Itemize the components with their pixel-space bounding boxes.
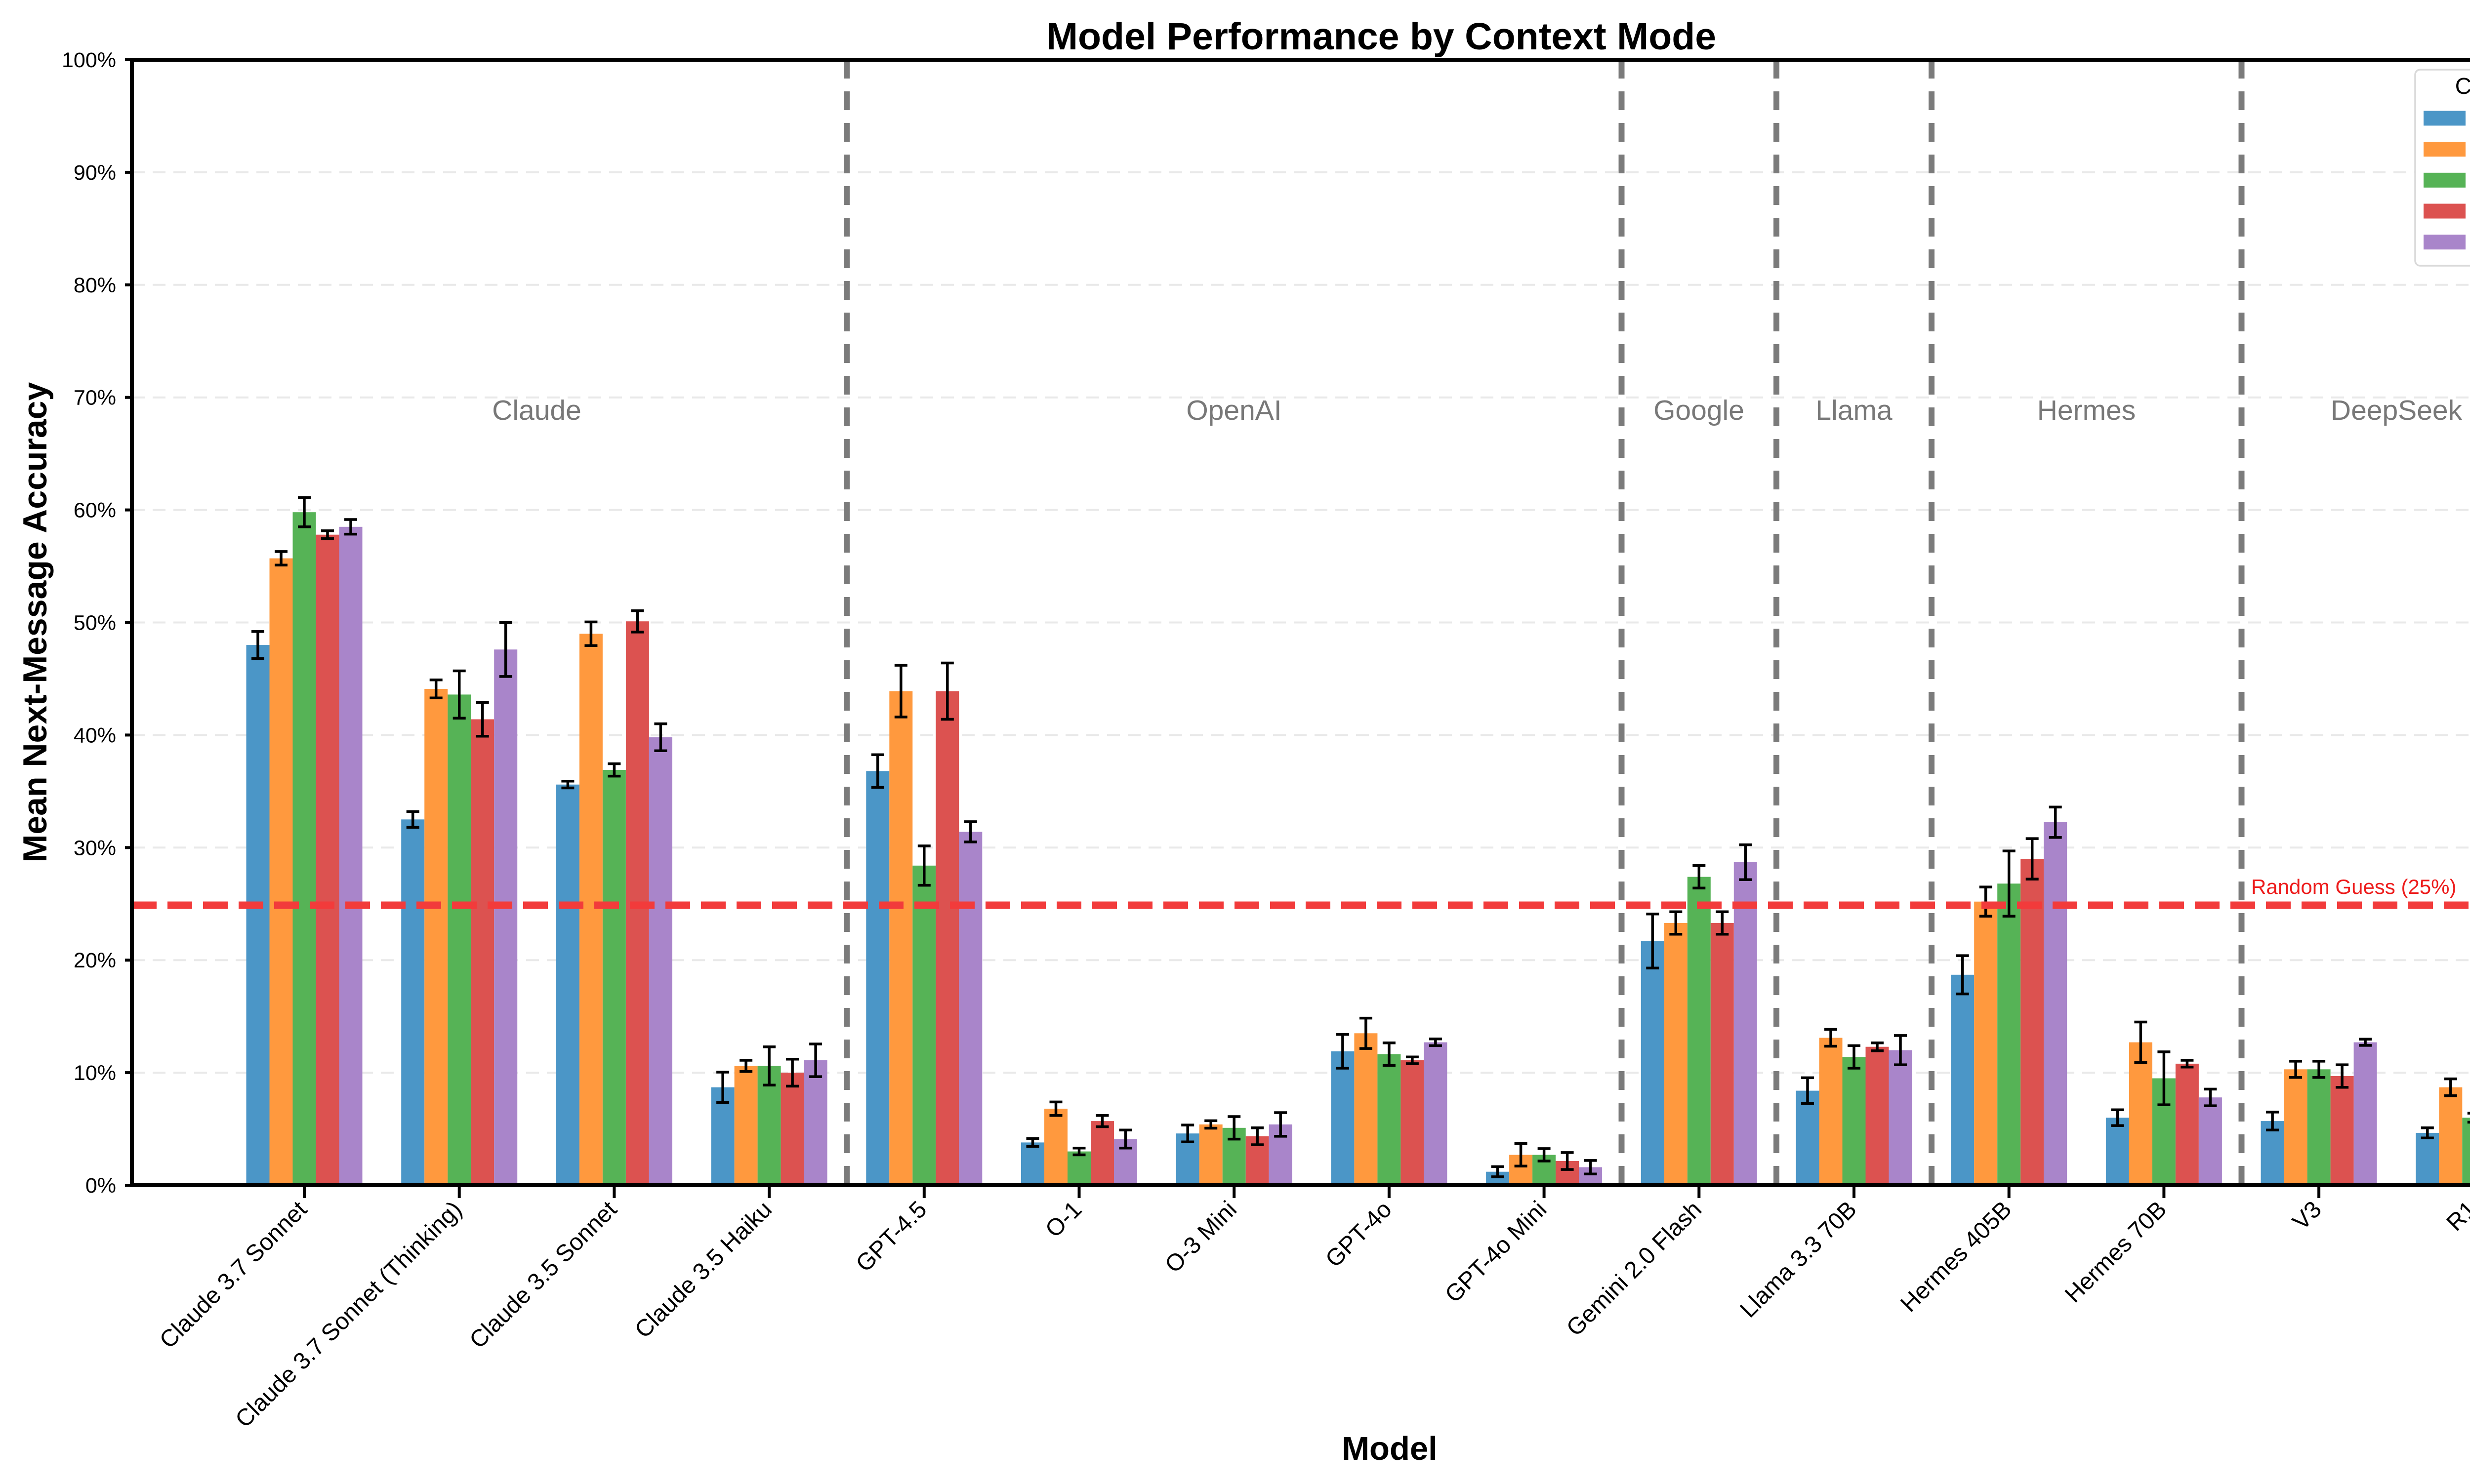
svg-text:10%: 10% xyxy=(74,1061,116,1085)
svg-text:Model Performance by Context M: Model Performance by Context Mode xyxy=(1046,15,1716,58)
svg-text:Llama: Llama xyxy=(1815,395,1893,426)
svg-text:60%: 60% xyxy=(74,499,116,522)
svg-text:80%: 80% xyxy=(74,274,116,297)
svg-text:Context Mode: Context Mode xyxy=(2455,73,2470,99)
svg-text:30%: 30% xyxy=(74,836,116,860)
svg-text:0%: 0% xyxy=(85,1174,116,1198)
svg-text:50%: 50% xyxy=(74,611,116,635)
svg-text:90%: 90% xyxy=(74,161,116,185)
svg-text:Random Guess (25%): Random Guess (25%) xyxy=(2251,875,2457,898)
svg-text:20%: 20% xyxy=(74,949,116,972)
svg-text:40%: 40% xyxy=(74,723,116,747)
svg-text:Claude: Claude xyxy=(492,395,581,426)
svg-text:100%: 100% xyxy=(62,48,116,72)
svg-text:Google: Google xyxy=(1653,395,1744,426)
svg-text:OpenAI: OpenAI xyxy=(1186,395,1281,426)
svg-text:DeepSeek: DeepSeek xyxy=(2331,395,2463,426)
svg-text:Mean Next-Message Accuracy: Mean Next-Message Accuracy xyxy=(16,382,54,863)
svg-text:Model: Model xyxy=(1342,1430,1438,1467)
svg-text:70%: 70% xyxy=(74,386,116,410)
svg-text:Hermes: Hermes xyxy=(2037,395,2136,426)
